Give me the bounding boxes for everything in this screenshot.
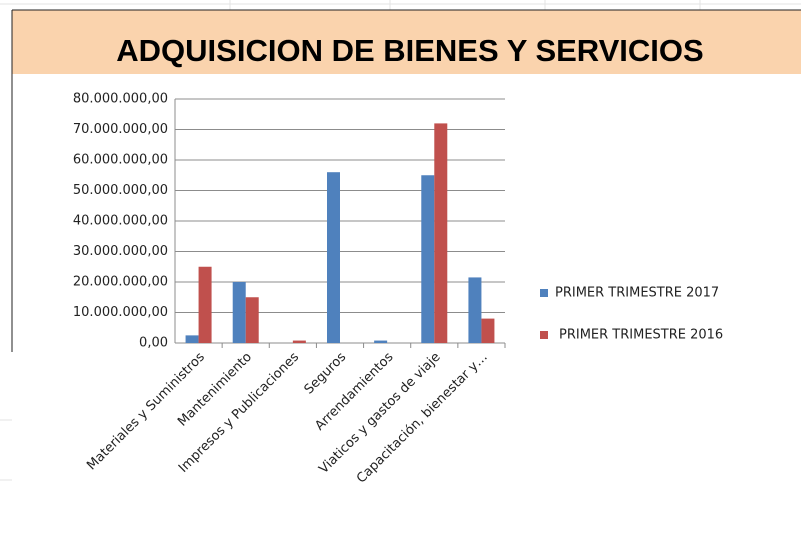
bar (185, 335, 199, 343)
bar (481, 318, 495, 343)
title-band (12, 10, 801, 74)
y-tick-label: 30.000.000,00 (73, 244, 168, 259)
bar (327, 172, 340, 343)
y-tick-label: 20.000.000,00 (73, 275, 168, 290)
bar (198, 266, 212, 343)
bar (434, 123, 448, 344)
sheet-grid (0, 0, 801, 481)
y-tick-label: 40.000.000,00 (73, 214, 168, 229)
legend-swatch (540, 289, 548, 297)
bar (421, 175, 435, 343)
legend-label: PRIMER TRIMESTRE 2016 (559, 328, 723, 343)
legend-label: PRIMER TRIMESTRE 2017 (555, 286, 719, 301)
bar (292, 340, 306, 343)
y-tick-label: 10.000.000,00 (73, 305, 168, 320)
y-tick-label: 60.000.000,00 (73, 153, 168, 168)
x-tick-label: Seguros (302, 350, 350, 398)
y-tick-label: 80.000.000,00 (73, 92, 168, 107)
y-tick-label: 50.000.000,00 (73, 183, 168, 198)
y-tick-label: 70.000.000,00 (73, 122, 168, 137)
chart-title: ADQUISICION DE BIENES Y SERVICIOS (116, 33, 703, 68)
y-tick-label: 0,00 (139, 336, 168, 351)
bar (374, 340, 388, 343)
bar (468, 277, 482, 343)
legend-swatch (540, 331, 548, 339)
bar (245, 297, 259, 343)
bar (232, 282, 246, 343)
